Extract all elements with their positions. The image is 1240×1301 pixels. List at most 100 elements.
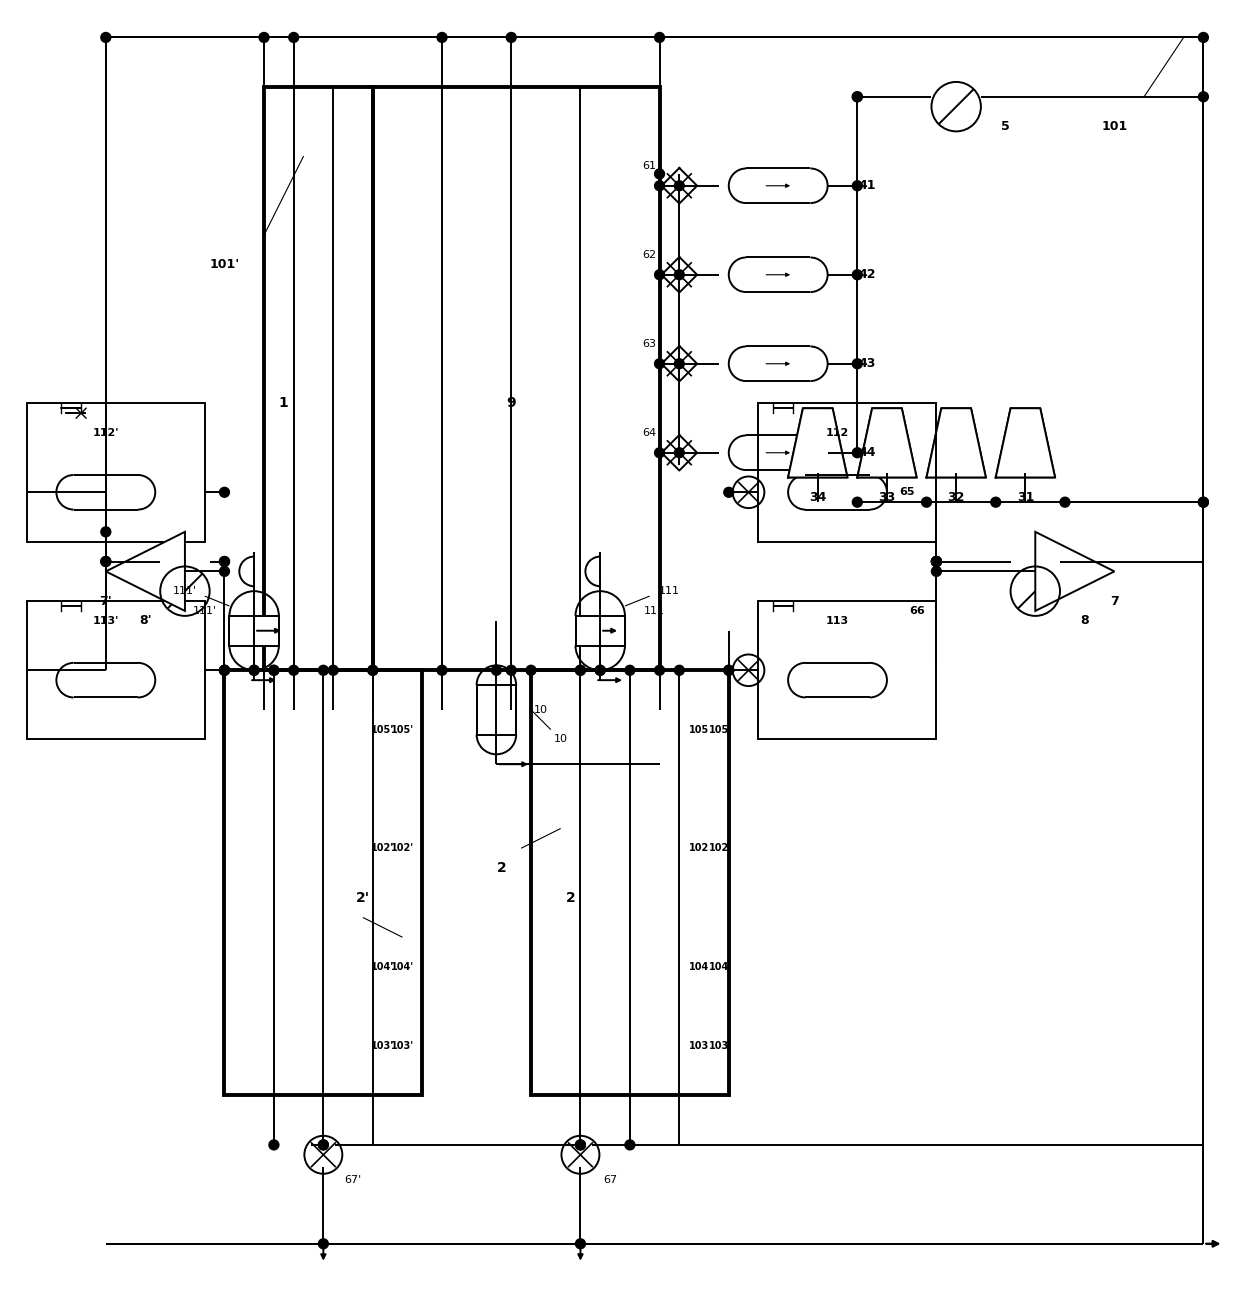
Bar bbox=[264, 87, 373, 670]
Circle shape bbox=[269, 1140, 279, 1150]
Text: 112': 112' bbox=[93, 428, 119, 438]
Circle shape bbox=[852, 359, 862, 368]
Circle shape bbox=[931, 557, 941, 566]
Circle shape bbox=[436, 665, 446, 675]
Text: 61: 61 bbox=[642, 161, 657, 170]
Text: 33: 33 bbox=[878, 490, 895, 503]
Circle shape bbox=[506, 665, 516, 675]
Circle shape bbox=[526, 665, 536, 675]
Circle shape bbox=[675, 359, 684, 368]
Text: 31: 31 bbox=[1017, 490, 1034, 503]
Circle shape bbox=[575, 1140, 585, 1150]
Text: 101: 101 bbox=[1101, 120, 1127, 133]
Circle shape bbox=[655, 359, 665, 368]
Bar bbox=[27, 403, 205, 541]
Text: 1: 1 bbox=[279, 397, 289, 410]
Text: 103: 103 bbox=[709, 1041, 729, 1051]
Bar bbox=[73, 664, 138, 697]
Text: 105': 105' bbox=[371, 725, 394, 735]
Circle shape bbox=[575, 665, 585, 675]
Text: 62: 62 bbox=[642, 250, 657, 260]
Polygon shape bbox=[1035, 532, 1115, 611]
Text: 112: 112 bbox=[826, 428, 849, 438]
Text: 104': 104' bbox=[371, 961, 394, 972]
Circle shape bbox=[259, 33, 269, 43]
Circle shape bbox=[329, 665, 339, 675]
Text: 66: 66 bbox=[909, 606, 925, 615]
Polygon shape bbox=[105, 532, 185, 611]
Text: 8: 8 bbox=[1080, 614, 1089, 627]
Bar bbox=[806, 664, 869, 697]
Circle shape bbox=[625, 1140, 635, 1150]
Circle shape bbox=[675, 665, 684, 675]
Circle shape bbox=[368, 665, 378, 675]
Bar bbox=[746, 436, 811, 470]
Text: 9: 9 bbox=[506, 397, 516, 410]
Circle shape bbox=[100, 527, 110, 537]
Text: 2: 2 bbox=[565, 891, 575, 904]
Circle shape bbox=[249, 665, 259, 675]
Bar bbox=[373, 87, 660, 670]
Text: 113': 113' bbox=[93, 615, 119, 626]
Circle shape bbox=[655, 665, 665, 675]
Text: 103: 103 bbox=[689, 1041, 709, 1051]
Circle shape bbox=[852, 92, 862, 101]
Circle shape bbox=[100, 33, 110, 43]
Circle shape bbox=[575, 1140, 585, 1150]
Text: 111': 111' bbox=[192, 606, 217, 615]
Circle shape bbox=[368, 665, 378, 675]
Circle shape bbox=[219, 488, 229, 497]
Text: 103': 103' bbox=[391, 1041, 414, 1051]
Text: 102: 102 bbox=[689, 843, 709, 853]
Text: 102: 102 bbox=[709, 843, 729, 853]
Circle shape bbox=[991, 497, 1001, 507]
Circle shape bbox=[506, 33, 516, 43]
Bar bbox=[73, 475, 138, 510]
Bar bbox=[746, 168, 811, 203]
Circle shape bbox=[289, 33, 299, 43]
Circle shape bbox=[852, 448, 862, 458]
Text: 67': 67' bbox=[345, 1175, 362, 1184]
Text: 63: 63 bbox=[642, 340, 657, 349]
Circle shape bbox=[219, 566, 229, 576]
Circle shape bbox=[675, 269, 684, 280]
Circle shape bbox=[625, 665, 635, 675]
Text: 111: 111 bbox=[658, 587, 680, 596]
Circle shape bbox=[100, 557, 110, 566]
Text: 102': 102' bbox=[391, 843, 414, 853]
Circle shape bbox=[724, 488, 734, 497]
Circle shape bbox=[675, 448, 684, 458]
Circle shape bbox=[319, 1239, 329, 1249]
Text: 102': 102' bbox=[371, 843, 394, 853]
Circle shape bbox=[655, 269, 665, 280]
Circle shape bbox=[655, 181, 665, 191]
Circle shape bbox=[655, 33, 665, 43]
Text: 8': 8' bbox=[139, 614, 151, 627]
Text: 104': 104' bbox=[391, 961, 414, 972]
Circle shape bbox=[931, 557, 941, 566]
Bar bbox=[759, 403, 936, 541]
Circle shape bbox=[1198, 497, 1208, 507]
Text: 42: 42 bbox=[858, 268, 875, 281]
Text: 111': 111' bbox=[172, 587, 197, 596]
Circle shape bbox=[724, 665, 734, 675]
Text: 2: 2 bbox=[496, 861, 506, 876]
Bar bbox=[746, 258, 811, 291]
Text: 65: 65 bbox=[899, 488, 915, 497]
Circle shape bbox=[655, 169, 665, 178]
Circle shape bbox=[319, 1140, 329, 1150]
Text: 101': 101' bbox=[210, 259, 239, 272]
Circle shape bbox=[219, 557, 229, 566]
Bar bbox=[746, 346, 811, 381]
Text: 64: 64 bbox=[642, 428, 657, 438]
Circle shape bbox=[1198, 497, 1208, 507]
Bar bbox=[27, 601, 205, 739]
Bar bbox=[531, 670, 729, 1095]
Circle shape bbox=[100, 557, 110, 566]
Bar bbox=[575, 615, 625, 645]
Circle shape bbox=[269, 665, 279, 675]
Text: 111: 111 bbox=[644, 606, 665, 615]
Polygon shape bbox=[789, 409, 847, 477]
Circle shape bbox=[852, 181, 862, 191]
Text: 7': 7' bbox=[99, 595, 112, 608]
